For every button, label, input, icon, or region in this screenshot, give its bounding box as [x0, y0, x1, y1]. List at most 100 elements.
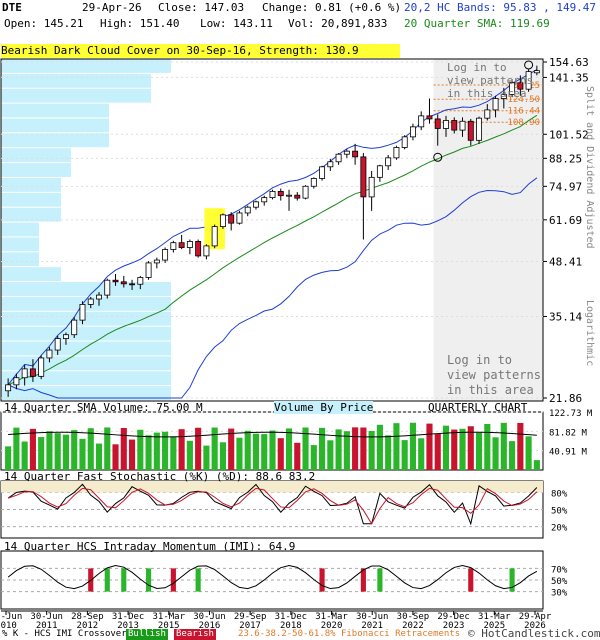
- imi-line: [7, 564, 538, 590]
- volume-bar: [434, 433, 441, 470]
- symbol-label: DTE: [2, 1, 22, 14]
- price-tick-label: 154.63: [549, 56, 589, 69]
- volume-by-price-bar: [1, 386, 171, 400]
- stoch-panel-title: 14 Quarter Fast Stochastic (%K) (%D): 88…: [4, 470, 316, 483]
- volume-bar: [5, 446, 12, 470]
- candle-down: [360, 156, 367, 198]
- x-tick-label: 2015: [158, 621, 180, 631]
- candle-up: [376, 165, 383, 178]
- x-tick-label: 30-Sep: [397, 612, 430, 622]
- stoch-k-line: [7, 483, 538, 526]
- volume-bar: [343, 431, 350, 470]
- candle-up: [153, 259, 160, 264]
- imi-tick-label: 30%: [551, 589, 568, 599]
- volume-by-price-bar: [1, 326, 171, 341]
- volume-by-price-bar: [1, 192, 61, 207]
- volume-bar: [269, 430, 276, 470]
- x-tick-label: 31-Dec: [112, 612, 145, 622]
- x-tick-label: 2010: [0, 621, 17, 631]
- x-tick-label: 2017: [239, 621, 261, 631]
- stoch-d-line: [7, 487, 538, 525]
- candle-up: [368, 176, 375, 198]
- imi-crossover-bar: [509, 568, 515, 592]
- x-tick-label: 30-Jun: [0, 612, 22, 622]
- volume-bar: [162, 431, 169, 470]
- stoch-tick-label: 50%: [551, 507, 568, 517]
- price-tick-label: 61.69: [549, 214, 582, 227]
- volume-bar: [38, 437, 45, 470]
- volume-bar: [95, 443, 103, 470]
- candle-up: [269, 190, 276, 199]
- candle-up: [476, 117, 482, 141]
- candle-up: [401, 136, 408, 148]
- fib-level-label: 135.25: [507, 81, 540, 91]
- x-tick-label: 2012: [77, 621, 99, 631]
- imi-crossover-bar: [377, 568, 383, 592]
- volume-by-price-bar: [1, 282, 171, 296]
- volume-bar: [327, 440, 334, 470]
- candle-up: [203, 245, 210, 257]
- candle-down: [112, 279, 119, 283]
- volume-bar: [451, 429, 458, 470]
- copyright-label[interactable]: © HotCandlestick.com: [468, 627, 600, 640]
- volume-label: Vol: 20,891,833: [288, 17, 388, 30]
- candle-up: [170, 242, 177, 250]
- x-tick-label: 30-Jun: [356, 612, 389, 622]
- imi-crossover-bar: [146, 568, 152, 592]
- candle-up: [21, 368, 28, 379]
- login-overlay-bottom[interactable]: Log in to view patterns in this area: [447, 353, 541, 398]
- close-label: Close: 147.03: [158, 1, 245, 14]
- volume-bar: [285, 428, 293, 470]
- login-line-1: Log in to: [447, 353, 513, 367]
- volume-by-price-bar: [1, 163, 71, 177]
- candle-down: [467, 120, 474, 141]
- stoch-overbought-zone: [1, 481, 543, 493]
- x-tick-label: 30-Jun: [193, 612, 226, 622]
- x-tick-label: 2021: [361, 621, 383, 631]
- candle-down: [426, 115, 433, 120]
- volume-by-price-bar: [1, 177, 61, 192]
- volume-bar: [319, 427, 326, 470]
- x-tick-label: 31-Mar: [153, 612, 186, 622]
- volume-bar: [294, 442, 301, 470]
- volume-bar: [401, 440, 408, 470]
- volume-bar: [170, 436, 177, 470]
- volume-bar: [376, 424, 383, 470]
- volume-by-price-bar: [1, 59, 171, 73]
- candle-up: [104, 279, 111, 296]
- volume-bar: [360, 427, 367, 470]
- fib-level-label: 116.44: [507, 107, 540, 117]
- candle-up: [319, 166, 326, 179]
- volume-bar: [533, 460, 540, 470]
- volume-by-price-bar: [1, 237, 39, 252]
- volume-bar: [46, 431, 53, 470]
- volume-bar: [500, 422, 507, 470]
- candle-down: [120, 281, 127, 285]
- x-tick-label: 2023: [443, 621, 465, 631]
- candle-up: [236, 212, 243, 224]
- login-overlay-top[interactable]: Log in to view patterns in this area: [447, 61, 533, 100]
- volume-bar: [79, 438, 86, 470]
- quarterly-chart-label: QUARTERLY CHART: [428, 401, 528, 414]
- candle-up: [335, 153, 342, 163]
- x-tick-label: 31-Mar: [315, 612, 348, 622]
- candle-up: [459, 120, 466, 131]
- candle-up: [302, 185, 309, 199]
- candle-up: [87, 298, 94, 305]
- imi-crossover-bar: [468, 568, 474, 592]
- candle-up: [310, 178, 317, 187]
- candle-down: [228, 214, 235, 224]
- pattern-banner: Bearish Dark Cloud Cover on 30-Sep-16, S…: [1, 44, 400, 58]
- volume-by-price-bar: [1, 88, 151, 103]
- volume-bar: [153, 432, 160, 470]
- candle-up: [5, 384, 12, 392]
- candle-up: [443, 120, 449, 129]
- candle-down: [178, 242, 185, 248]
- volume-bar: [484, 423, 491, 470]
- x-tick-label: 2020: [321, 621, 343, 631]
- candle-up: [327, 161, 334, 168]
- candle-down: [434, 118, 441, 129]
- volume-bar: [178, 429, 185, 470]
- candle-up: [385, 157, 392, 167]
- volume-bar: [368, 430, 375, 470]
